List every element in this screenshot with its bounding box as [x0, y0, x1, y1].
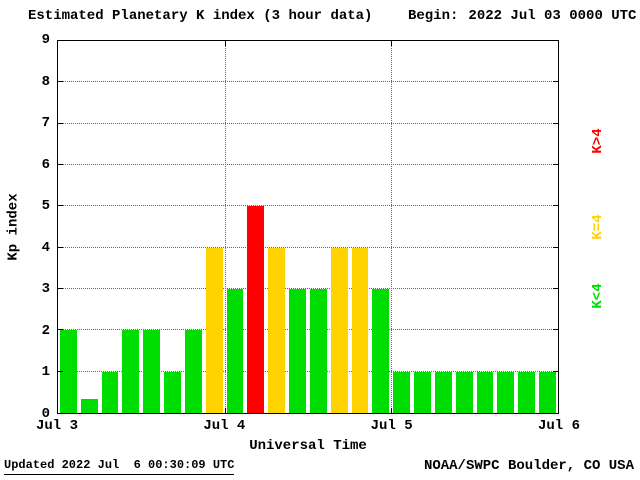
y-tick-mark: [553, 164, 558, 165]
y-tick-label: 2: [41, 322, 50, 339]
y-axis-title: Kp index: [6, 193, 22, 261]
y-tick-mark: [58, 164, 63, 165]
x-tick-label: Jul 6: [537, 418, 581, 434]
x-tick-mark: [224, 408, 226, 413]
begin-info: Begin: 2022 Jul 03 0000 UTC: [408, 8, 636, 24]
kp-bar: [184, 330, 202, 413]
kp-bar: [143, 330, 161, 413]
kp-bar: [455, 371, 473, 413]
y-axis-title-wrap: Kp index: [0, 40, 28, 414]
kp-bar: [60, 330, 77, 413]
y-tick-mark: [553, 288, 558, 289]
gridline-horizontal: [58, 246, 558, 248]
kp-bar: [289, 289, 306, 413]
gridline-horizontal: [58, 164, 558, 165]
kp-bar: [80, 399, 98, 413]
kp-bar: [330, 247, 348, 413]
x-tick-mark: [391, 41, 393, 46]
y-tick-label: 6: [41, 156, 50, 173]
footer-updated-timestamp: Updated 2022 Jul 6 00:30:09 UTC: [4, 458, 235, 475]
y-tick-label: 4: [41, 239, 50, 256]
y-tick-mark: [58, 288, 63, 289]
gridline-horizontal: [58, 122, 558, 124]
x-tick-labels: Jul 3 Jul 4 Jul 5 Jul 6: [36, 418, 580, 435]
gridline-horizontal: [58, 329, 558, 331]
y-tick-mark: [553, 329, 558, 331]
gridline-horizontal: [58, 288, 558, 289]
gridline-horizontal: [58, 370, 558, 372]
kp-bar: [393, 371, 411, 413]
x-tick-label: Jul 4: [203, 418, 246, 434]
kp-bar: [518, 371, 536, 413]
y-tick-mark: [553, 81, 558, 83]
plot-area: [57, 40, 559, 414]
legend-item-k-lt4: K<4: [590, 283, 606, 309]
y-tick-mark: [553, 246, 558, 248]
legend-item-k-eq4: K=4: [590, 214, 606, 240]
y-tick-mark: [58, 329, 63, 331]
y-tick-label: 9: [41, 32, 50, 48]
y-tick-mark: [58, 370, 63, 372]
y-tick-mark: [553, 370, 558, 372]
y-tick-label: 0: [41, 406, 50, 422]
y-tick-mark: [58, 246, 63, 248]
x-axis-title: Universal Time: [249, 438, 367, 454]
y-tick-mark: [553, 122, 558, 124]
bars-layer: [58, 41, 558, 413]
page-title: Estimated Planetary K index (3 hour data…: [28, 8, 373, 24]
x-tick-label: Jul 3: [35, 418, 79, 434]
gridline-vertical: [224, 41, 226, 413]
kp-bar: [268, 247, 286, 413]
gridline-horizontal: [58, 81, 558, 83]
y-tick-label: 1: [41, 364, 50, 381]
kp-bar: [164, 371, 181, 413]
kp-bar: [497, 371, 515, 413]
begin-value: 2022 Jul 03 0000 UTC: [468, 8, 637, 24]
kp-bar: [351, 247, 369, 413]
y-tick-labels: 0 1 2 3 4 5 6 7 8 9: [26, 33, 50, 421]
y-tick-label: 5: [41, 198, 50, 215]
y-tick-mark: [58, 122, 63, 124]
y-tick-label: 8: [41, 73, 50, 90]
begin-label: Begin:: [408, 8, 459, 24]
x-tick-mark: [224, 41, 226, 46]
gridline-vertical: [391, 41, 393, 413]
kp-bar: [101, 371, 119, 413]
legend-item-k-gt4: K>4: [590, 128, 606, 154]
x-tick-label: Jul 5: [370, 418, 413, 434]
y-tick-label: 7: [41, 115, 50, 132]
gridline-horizontal: [58, 205, 558, 207]
y-tick-mark: [553, 205, 558, 207]
footer-source: NOAA/SWPC Boulder, CO USA: [423, 458, 634, 474]
x-tick-mark: [391, 408, 393, 413]
kp-bar: [539, 371, 556, 413]
kp-bar: [226, 289, 244, 413]
y-tick-label: 3: [41, 281, 50, 298]
kp-bar: [205, 247, 223, 413]
kp-bar: [476, 371, 494, 413]
kp-bar: [247, 206, 265, 413]
kp-bar: [309, 289, 327, 413]
y-tick-mark: [58, 81, 63, 83]
kp-bar: [372, 289, 390, 413]
kp-bar: [122, 330, 140, 413]
kp-bar: [434, 371, 452, 413]
kp-bar: [414, 371, 431, 413]
y-tick-mark: [58, 205, 63, 207]
